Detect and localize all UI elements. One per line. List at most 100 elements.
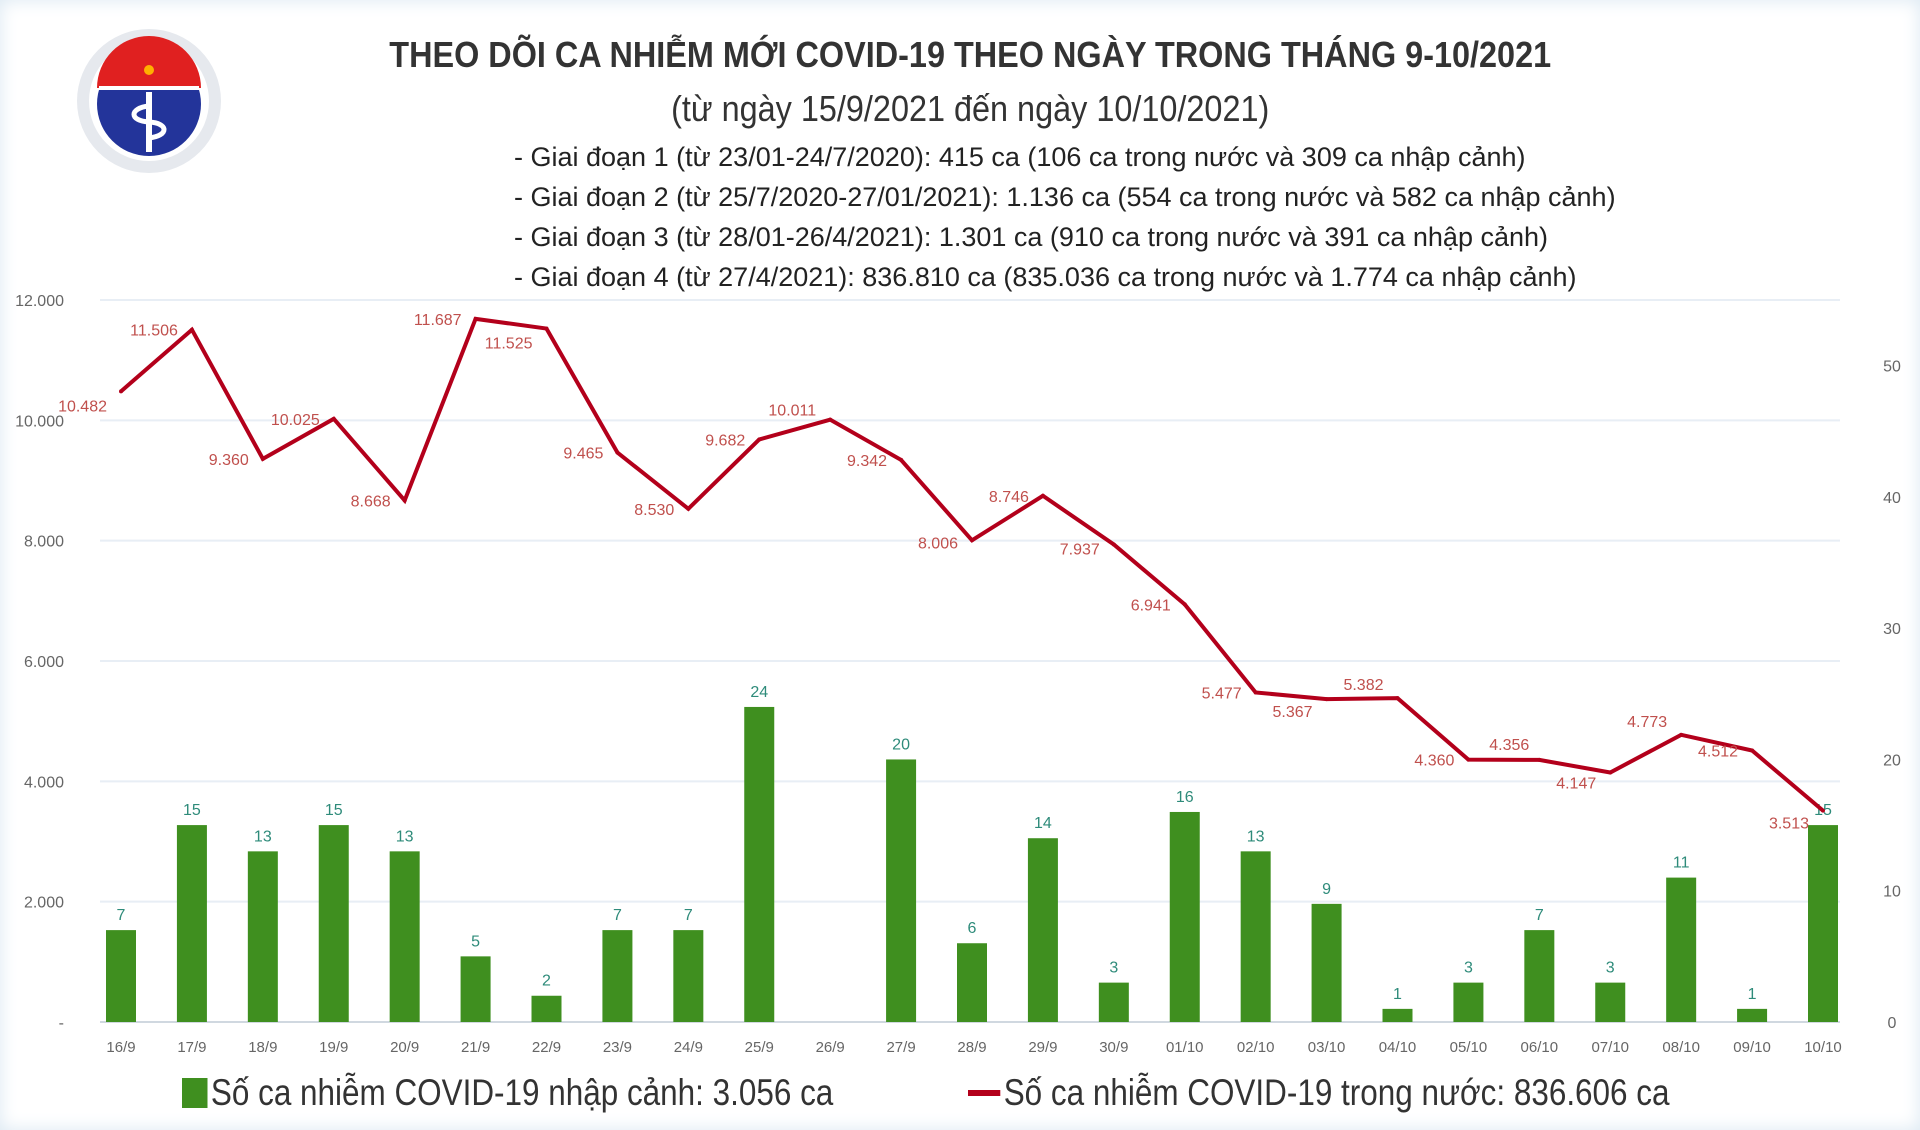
legend-bar-label: Số ca nhiễm COVID-19 nhập cảnh: 3.056 ca xyxy=(210,1072,834,1113)
bar-29/9 xyxy=(1027,838,1058,1022)
x-tick-label: 03/10 xyxy=(1308,1039,1346,1056)
x-tick-label: 25/9 xyxy=(745,1039,774,1056)
bar-22/9 xyxy=(531,995,562,1022)
y-left-tick-label: 8.000 xyxy=(24,534,64,551)
line-point-16/9 xyxy=(119,389,123,394)
y-left-tick-label: 6.000 xyxy=(24,654,64,671)
ministry-of-health-logo xyxy=(77,29,221,173)
bar-label: 13 xyxy=(396,828,414,845)
line-point-22/9 xyxy=(544,326,549,331)
y-left-tick-label: 10.000 xyxy=(15,413,64,430)
line-label: 7.937 xyxy=(1060,541,1100,558)
x-tick-label: 27/9 xyxy=(886,1039,915,1056)
bar-label: 1 xyxy=(1748,986,1757,1003)
x-tick-label: 04/10 xyxy=(1379,1039,1417,1056)
x-tick-label: 17/9 xyxy=(177,1039,206,1056)
legend-bar-swatch xyxy=(182,1078,208,1108)
bar-08/10 xyxy=(1666,877,1697,1022)
bar-label: 13 xyxy=(1247,828,1265,845)
bar-label: 3 xyxy=(1464,960,1473,977)
bar-28/9 xyxy=(957,943,987,1022)
line-label: 4.356 xyxy=(1489,737,1529,754)
bar-16/9 xyxy=(106,930,136,1022)
line-point-19/9 xyxy=(331,416,336,421)
x-tick-label: 28/9 xyxy=(957,1039,986,1056)
line-label: 10.011 xyxy=(768,403,816,420)
y-left-tick-label: 4.000 xyxy=(24,774,64,791)
bar-label: 1 xyxy=(1393,986,1402,1003)
line-domestic-cases xyxy=(119,316,1825,813)
line-label: 5.382 xyxy=(1343,677,1383,694)
x-tick-label: 05/10 xyxy=(1450,1039,1488,1056)
line-label: 11.687 xyxy=(414,312,462,329)
line-label: 3.513 xyxy=(1769,816,1809,833)
note-phase-2: - Giai đoạn 2 (từ 25/7/2020-27/01/2021):… xyxy=(514,182,1616,212)
bar-label: 15 xyxy=(183,802,201,819)
x-tick-label: 21/9 xyxy=(461,1039,490,1056)
line-point-23/9 xyxy=(615,450,620,455)
line-label: 5.367 xyxy=(1273,704,1313,721)
line-label: 9.465 xyxy=(563,446,603,463)
x-tick-label: 18/9 xyxy=(248,1039,277,1056)
bar-17/9 xyxy=(176,825,207,1022)
x-tick-label: 19/9 xyxy=(319,1039,348,1056)
line-label: 4.512 xyxy=(1698,744,1738,761)
x-tick-label: 02/10 xyxy=(1237,1039,1275,1056)
line-point-17/9 xyxy=(189,327,194,332)
bar-label: 7 xyxy=(1535,907,1544,924)
bar-label: 3 xyxy=(1606,960,1615,977)
line-label: 4.360 xyxy=(1414,753,1454,770)
bar-06/10 xyxy=(1524,930,1555,1022)
bar-label: 24 xyxy=(750,684,768,701)
bar-label: 5 xyxy=(471,933,480,950)
x-tick-label: 29/9 xyxy=(1028,1039,1057,1056)
x-tick-label: 26/9 xyxy=(816,1039,845,1056)
y-left-tick-label: 12.000 xyxy=(15,293,64,310)
y-right-tick-label: 50 xyxy=(1883,359,1901,376)
bar-10/10 xyxy=(1808,825,1838,1022)
line-label: 9.342 xyxy=(847,453,887,470)
bar-label: 9 xyxy=(1322,881,1331,898)
legend-line-label: Số ca nhiễm COVID-19 trong nước: 836.606… xyxy=(1003,1072,1670,1113)
line-point-06/10 xyxy=(1537,757,1542,762)
line-label: 8.530 xyxy=(634,502,674,519)
bar-01/10 xyxy=(1169,811,1200,1022)
y-right-tick-label: 10 xyxy=(1883,884,1901,901)
bar-27/9 xyxy=(886,759,917,1022)
bar-label: 13 xyxy=(254,828,272,845)
chart-subtitle: (từ ngày 15/9/2021 đến ngày 10/10/2021) xyxy=(671,88,1270,129)
line-label: 9.360 xyxy=(209,452,249,469)
bar-02/10 xyxy=(1240,851,1271,1022)
line-point-27/9 xyxy=(899,457,904,462)
x-tick-label: 08/10 xyxy=(1662,1039,1700,1056)
y-left-tick-label: 2.000 xyxy=(24,895,64,912)
line-label: 4.773 xyxy=(1627,714,1667,731)
y-right-tick-label: 20 xyxy=(1883,752,1901,769)
line-point-25/9 xyxy=(757,437,762,442)
bar-18/9 xyxy=(247,851,278,1022)
x-tick-label: 10/10 xyxy=(1804,1039,1842,1056)
bar-label: 20 xyxy=(892,736,910,753)
y-right-tick-label: 40 xyxy=(1883,490,1901,507)
line-label: 4.147 xyxy=(1556,775,1596,792)
bar-label: 7 xyxy=(117,907,126,924)
line-label: 8.668 xyxy=(351,493,391,510)
bar-19/9 xyxy=(318,825,349,1022)
x-tick-label: 01/10 xyxy=(1166,1039,1204,1056)
line-label: 11.525 xyxy=(485,336,533,353)
bar-label: 16 xyxy=(1176,789,1194,806)
bar-label: 6 xyxy=(968,920,977,937)
line-point-07/10 xyxy=(1608,770,1613,775)
line-point-30/9 xyxy=(1111,542,1116,547)
note-phase-1: - Giai đoạn 1 (từ 23/01-24/7/2020): 415 … xyxy=(514,142,1526,172)
note-phase-3: - Giai đoạn 3 (từ 28/01-26/4/2021): 1.30… xyxy=(514,222,1549,252)
bar-label: 14 xyxy=(1034,815,1052,832)
chart-title: THEO DÕI CA NHIỄM MỚI COVID-19 THEO NGÀY… xyxy=(389,34,1552,75)
line-label: 10.025 xyxy=(271,412,320,429)
legend-line: Số ca nhiễm COVID-19 trong nước: 836.606… xyxy=(968,1072,1669,1114)
line-point-03/10 xyxy=(1324,697,1329,702)
line-point-02/10 xyxy=(1253,690,1258,695)
legend-bar: Số ca nhiễm COVID-19 nhập cảnh: 3.056 ca xyxy=(182,1072,833,1114)
bar-20/9 xyxy=(389,851,420,1022)
line-label: 11.506 xyxy=(130,323,178,340)
